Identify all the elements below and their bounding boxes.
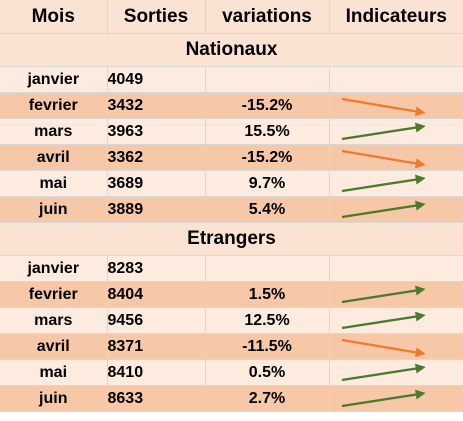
sorties-cell: 3432	[106, 92, 206, 119]
table-row: avril 8371 -11.5%	[0, 333, 463, 360]
month-cell: juin	[0, 385, 108, 412]
table-row: juin 3889 5.4%	[0, 196, 463, 223]
month-cell: juin	[0, 196, 108, 223]
sorties-cell: 4049	[106, 66, 206, 93]
section-title: Nationaux	[0, 33, 463, 67]
indicator-cell	[328, 92, 463, 119]
table-row: mai 8410 0.5%	[0, 359, 463, 386]
variation-cell: 0.5%	[204, 359, 330, 386]
down-arrow-icon	[341, 97, 426, 117]
exits-table: Mois Sorties variations Indicateurs Nati…	[0, 0, 463, 412]
table-row: fevrier 3432 -15.2%	[0, 92, 463, 119]
month-cell: fevrier	[0, 281, 108, 308]
variation-cell	[204, 66, 330, 93]
indicator-cell	[328, 359, 463, 386]
sorties-cell: 9456	[106, 307, 206, 334]
month-cell: avril	[0, 333, 108, 360]
variation-cell: -15.2%	[204, 92, 330, 119]
header-mois: Mois	[0, 0, 108, 34]
variation-cell: 15.5%	[204, 118, 330, 145]
variation-cell	[204, 255, 330, 282]
table-row: mars 3963 15.5%	[0, 118, 463, 145]
variation-cell: 12.5%	[204, 307, 330, 334]
table-row: mars 9456 12.5%	[0, 307, 463, 334]
sorties-cell: 8283	[106, 255, 206, 282]
sorties-cell: 3963	[106, 118, 206, 145]
up-arrow-icon	[341, 285, 426, 304]
down-arrow-icon	[341, 338, 426, 358]
month-cell: fevrier	[0, 92, 108, 119]
indicator-cell	[328, 118, 463, 145]
variation-cell: 1.5%	[204, 281, 330, 308]
section-header-row: Nationaux	[0, 33, 463, 67]
up-arrow-icon	[341, 200, 426, 219]
sorties-cell: 8371	[106, 333, 206, 360]
indicator-cell	[328, 333, 463, 360]
up-arrow-icon	[341, 311, 426, 330]
header-sorties: Sorties	[106, 0, 206, 34]
up-arrow-icon	[341, 363, 426, 382]
section-header-row: Etrangers	[0, 222, 463, 256]
indicator-cell	[328, 170, 463, 197]
table-row: janvier 4049	[0, 66, 463, 93]
up-arrow-icon	[341, 389, 426, 408]
indicator-cell	[328, 255, 463, 282]
month-cell: mai	[0, 170, 108, 197]
indicator-cell	[328, 307, 463, 334]
table-row: mai 3689 9.7%	[0, 170, 463, 197]
table-body: Nationaux janvier 4049 fevrier 3432 -15.2% mar…	[0, 33, 463, 412]
table-row: juin 8633 2.7%	[0, 385, 463, 412]
header-row: Mois Sorties variations Indicateurs	[0, 0, 463, 34]
up-arrow-icon	[341, 174, 426, 193]
indicator-cell	[328, 281, 463, 308]
section-title: Etrangers	[0, 222, 463, 256]
sorties-cell: 3889	[106, 196, 206, 223]
month-cell: janvier	[0, 66, 108, 93]
variation-cell: -15.2%	[204, 144, 330, 171]
down-arrow-icon	[341, 149, 426, 169]
table-row: fevrier 8404 1.5%	[0, 281, 463, 308]
sorties-cell: 8633	[106, 385, 206, 412]
variation-cell: 5.4%	[204, 196, 330, 223]
sorties-cell: 3689	[106, 170, 206, 197]
indicator-cell	[328, 385, 463, 412]
variation-cell: -11.5%	[204, 333, 330, 360]
header-variations: variations	[204, 0, 330, 34]
indicator-cell	[328, 144, 463, 171]
variation-cell: 2.7%	[204, 385, 330, 412]
month-cell: mars	[0, 118, 108, 145]
indicator-cell	[328, 196, 463, 223]
sorties-cell: 8404	[106, 281, 206, 308]
indicator-cell	[328, 66, 463, 93]
sorties-cell: 3362	[106, 144, 206, 171]
header-indicateurs: Indicateurs	[328, 0, 463, 34]
month-cell: mars	[0, 307, 108, 334]
table-row: avril 3362 -15.2%	[0, 144, 463, 171]
month-cell: avril	[0, 144, 108, 171]
table-row: janvier 8283	[0, 255, 463, 282]
sorties-cell: 8410	[106, 359, 206, 386]
month-cell: mai	[0, 359, 108, 386]
up-arrow-icon	[341, 122, 426, 141]
month-cell: janvier	[0, 255, 108, 282]
variation-cell: 9.7%	[204, 170, 330, 197]
